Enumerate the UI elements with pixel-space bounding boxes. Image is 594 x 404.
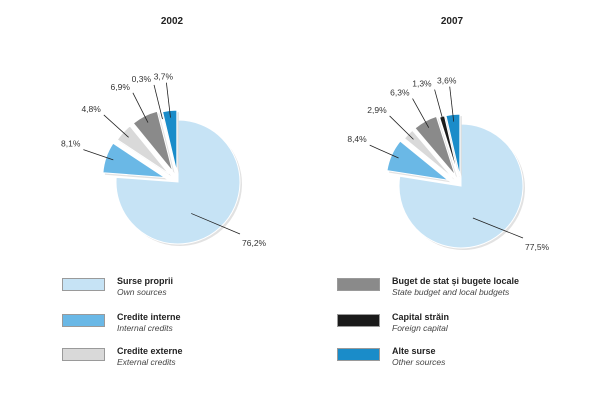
legend-label: Surse proprii	[117, 276, 174, 286]
legend-sublabel: External credits	[117, 357, 176, 367]
slice-value-label: 0,3%	[132, 74, 152, 84]
legend-swatch-internal-credits	[62, 314, 105, 327]
legend-sublabel: Other sources	[392, 357, 446, 367]
slice-value-label: 76,2%	[242, 238, 267, 248]
legend-swatch-foreign-capital	[337, 314, 380, 327]
leader-line	[166, 82, 171, 118]
leader-line	[472, 217, 524, 239]
leader-line	[191, 213, 241, 235]
slice-value-label: 4,8%	[81, 104, 101, 114]
slice-value-label: 3,6%	[437, 76, 457, 86]
legend-left: Surse proprii Own sources Credite intern…	[62, 276, 292, 376]
legend-swatch-state-budget	[337, 278, 380, 291]
slice-value-label: 6,3%	[390, 88, 410, 98]
leader-line	[83, 149, 114, 161]
leader-line	[103, 114, 129, 138]
slice-value-label: 8,4%	[347, 134, 367, 144]
legend-label: Alte surse	[392, 346, 436, 356]
chart-title-0: 2002	[161, 16, 184, 27]
chart-title-1: 2007	[441, 16, 464, 27]
leader-line	[389, 115, 414, 140]
slice-value-label: 8,1%	[61, 139, 81, 149]
legend-label: Buget de stat și bugete locale	[392, 276, 520, 286]
pie-slice-0-0	[115, 119, 241, 245]
leader-line	[369, 144, 399, 159]
legend-label: Capital străin	[392, 312, 450, 322]
legend-sublabel: Foreign capital	[392, 323, 448, 333]
leader-line	[434, 89, 445, 124]
slice-value-label: 3,7%	[154, 72, 174, 82]
slice-value-label: 77,5%	[525, 242, 550, 252]
legend-label: Credite interne	[117, 312, 181, 322]
legend-swatch-other-sources	[337, 348, 380, 361]
slice-value-label: 6,9%	[111, 82, 131, 92]
leader-line	[449, 86, 455, 122]
legend-right: Buget de stat și bugete locale State bud…	[337, 276, 587, 376]
legend-sublabel: Internal credits	[117, 323, 173, 333]
legend-sublabel: Own sources	[117, 287, 167, 297]
leader-line	[132, 92, 149, 123]
leader-line	[412, 98, 430, 128]
slice-value-label: 1,3%	[412, 79, 432, 89]
legend-swatch-own-sources	[62, 278, 105, 291]
legend-swatch-external-credits	[62, 348, 105, 361]
slice-value-label: 2,9%	[367, 105, 387, 115]
leader-line	[153, 84, 163, 120]
legend-label: Credite externe	[117, 346, 183, 356]
pie-slice-1-0	[398, 123, 524, 249]
legend-sublabel: State budget and local budgets	[392, 287, 510, 297]
